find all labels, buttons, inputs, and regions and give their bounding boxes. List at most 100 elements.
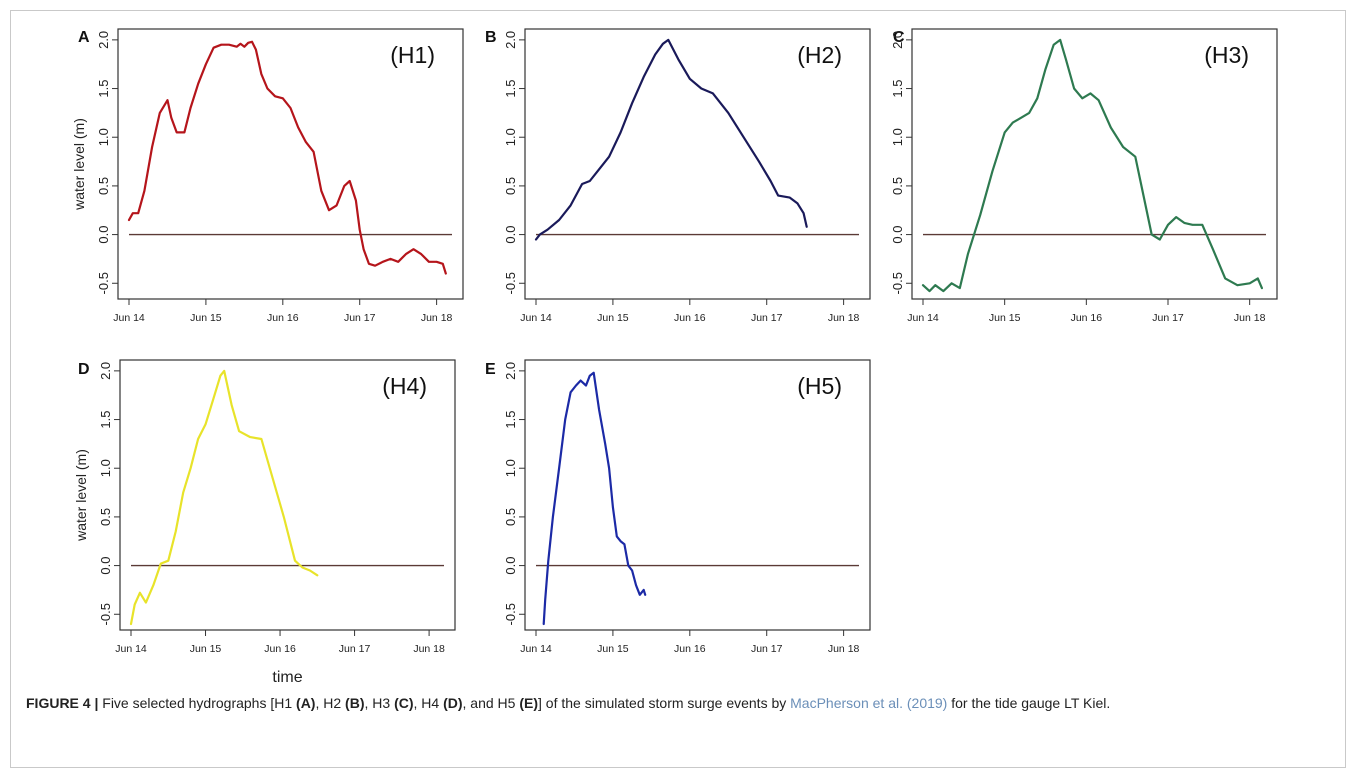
- x-tick-label: Jun 16: [267, 312, 299, 324]
- y-tick-label: 0.0: [503, 557, 518, 575]
- caption-segment: (A): [296, 695, 316, 711]
- y-tick-label: -0.5: [503, 272, 518, 294]
- plot-frame: [117, 28, 464, 300]
- panel-letter: D: [78, 361, 90, 378]
- y-tick-label: 1.5: [503, 80, 518, 98]
- series-label: (H3): [1204, 42, 1249, 68]
- y-tick-label: 1.5: [96, 80, 111, 98]
- series-line: [127, 40, 447, 275]
- y-tick-label: 2.0: [98, 362, 113, 380]
- caption-segment: , H2: [315, 695, 346, 711]
- x-tick-label: Jun 17: [339, 643, 371, 655]
- y-tick-label: 2.0: [503, 31, 518, 49]
- x-tick-label: Jun 18: [828, 643, 860, 655]
- y-tick-label: 0.5: [96, 177, 111, 195]
- y-tick-label: 0.5: [98, 508, 113, 526]
- y-tick-label: 2.0: [890, 31, 905, 49]
- caption-label: FIGURE 4 |: [26, 695, 99, 711]
- series-label: (H1): [390, 42, 435, 68]
- series-label: (H2): [797, 42, 842, 68]
- y-tick-label: 1.0: [503, 459, 518, 477]
- x-tick-label: Jun 15: [989, 312, 1021, 324]
- y-tick-label: 1.5: [890, 80, 905, 98]
- y-axis-label: water level (m): [73, 449, 89, 542]
- panel-letter: C: [893, 29, 905, 46]
- x-tick-label: Jun 18: [413, 643, 445, 655]
- x-axis-label: time: [272, 669, 302, 686]
- y-tick-label: 0.5: [503, 177, 518, 195]
- chart-panel-c: C (H3) -0.5 0.0 0.5 1.0 1.5 2.0 Jun 14 Jun 15 Jun …: [890, 28, 1278, 324]
- x-tick-label: Jun 16: [264, 643, 296, 655]
- caption-segment[interactable]: MacPherson et al. (2019): [790, 695, 948, 711]
- x-tick-label: Jun 14: [907, 312, 939, 324]
- series-label: (H5): [797, 373, 842, 399]
- caption-segment: (B): [345, 695, 365, 711]
- x-tick-label: Jun 15: [190, 312, 222, 324]
- x-tick-label: Jun 18: [1234, 312, 1266, 324]
- x-tick-label: Jun 16: [1071, 312, 1103, 324]
- y-tick-label: 1.0: [503, 128, 518, 146]
- y-tick-label: -0.5: [96, 272, 111, 294]
- x-tick-label: Jun 14: [113, 312, 145, 324]
- series-line: [542, 371, 647, 626]
- plot-frame: [119, 359, 456, 631]
- y-tick-label: 2.0: [96, 31, 111, 49]
- plot-frame: [911, 28, 1278, 300]
- x-tick-label: Jun 18: [828, 312, 860, 324]
- y-tick-label: -0.5: [890, 272, 905, 294]
- caption-segment: , and H5: [462, 695, 520, 711]
- y-tick-label: 0.5: [503, 508, 518, 526]
- caption-segment: Five selected hydrographs [H1: [102, 695, 297, 711]
- caption-segment: (C): [394, 695, 414, 711]
- panel-letter: E: [485, 361, 496, 378]
- chart-panel-e: E (H5) -0.5 0.0 0.5 1.0 1.5 2.0 Jun 14 Jun 15 Jun …: [485, 359, 871, 655]
- x-tick-label: Jun 15: [190, 643, 222, 655]
- y-tick-label: 1.0: [98, 459, 113, 477]
- x-tick-label: Jun 18: [421, 312, 453, 324]
- series-line: [534, 38, 808, 241]
- series-label: (H4): [382, 373, 427, 399]
- x-tick-label: Jun 17: [344, 312, 376, 324]
- x-tick-label: Jun 14: [520, 312, 552, 324]
- x-tick-label: Jun 16: [674, 643, 706, 655]
- x-tick-label: Jun 15: [597, 312, 629, 324]
- y-tick-label: 1.0: [96, 128, 111, 146]
- caption-segment: , H4: [413, 695, 444, 711]
- y-tick-label: 1.5: [98, 411, 113, 429]
- y-tick-label: -0.5: [503, 603, 518, 625]
- panel-letter: B: [485, 29, 497, 46]
- y-tick-label: 0.0: [98, 557, 113, 575]
- figure-caption: FIGURE 4 | Five selected hydrographs [H1…: [26, 693, 1326, 714]
- y-axis-label: water level (m): [71, 118, 87, 211]
- x-tick-label: Jun 16: [674, 312, 706, 324]
- y-tick-label: 1.5: [503, 411, 518, 429]
- x-tick-label: Jun 17: [751, 643, 783, 655]
- caption-segment: , H3: [364, 695, 395, 711]
- x-tick-label: Jun 14: [520, 643, 552, 655]
- plot-frame: [524, 28, 871, 300]
- y-tick-label: 2.0: [503, 362, 518, 380]
- plot-frame: [524, 359, 871, 631]
- y-tick-label: 0.5: [890, 177, 905, 195]
- y-tick-label: 1.0: [890, 128, 905, 146]
- series-line: [921, 38, 1264, 293]
- caption-segment: (E): [519, 695, 539, 711]
- y-tick-label: 0.0: [890, 226, 905, 244]
- chart-panel-a: A (H1) -0.5 0.0 0.5 1.0 1.5 2.0 Jun 14 Jun 15 Jun …: [71, 28, 464, 324]
- caption-segment: (D): [443, 695, 463, 711]
- caption-segment: ] of the simulated storm surge events by: [538, 695, 791, 711]
- y-tick-label: -0.5: [98, 603, 113, 625]
- x-tick-label: Jun 15: [597, 643, 629, 655]
- chart-panel-b: B (H2) -0.5 0.0 0.5 1.0 1.5 2.0 Jun 14 Jun 15 Jun …: [485, 28, 871, 324]
- y-tick-label: 0.0: [503, 226, 518, 244]
- series-line: [129, 369, 319, 626]
- chart-panel-d: D (H4) -0.5 0.0 0.5 1.0 1.5 2.0 Jun 14 Jun 15 Jun …: [73, 359, 456, 686]
- y-tick-label: 0.0: [96, 226, 111, 244]
- panel-letter: A: [78, 29, 90, 46]
- caption-segment: for the tide gauge LT Kiel.: [947, 695, 1111, 711]
- x-tick-label: Jun 17: [1152, 312, 1184, 324]
- x-tick-label: Jun 17: [751, 312, 783, 324]
- x-tick-label: Jun 14: [115, 643, 147, 655]
- figure-frame: [10, 10, 1346, 768]
